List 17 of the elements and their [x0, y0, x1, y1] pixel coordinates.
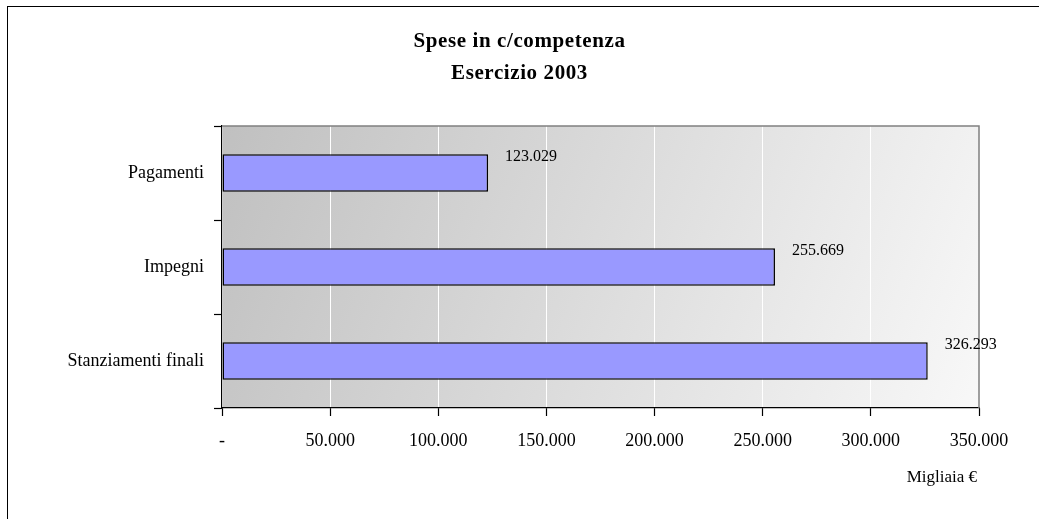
- y-tick-label: Impegni: [144, 255, 204, 276]
- y-tick-label: Stanziamenti finali: [67, 349, 204, 370]
- data-label: 123.029: [505, 147, 558, 165]
- x-tick-label: 300.000: [841, 429, 901, 450]
- x-tick-label: 100.000: [409, 429, 468, 450]
- x-tick-label: 150.000: [517, 429, 576, 450]
- chart-subtitle: Esercizio 2003: [450, 59, 589, 85]
- x-axis-title: Migliaia €: [906, 466, 977, 488]
- x-tick-label: 200.000: [625, 429, 684, 450]
- data-label: 326.293: [944, 335, 997, 353]
- data-label: 255.669: [791, 241, 844, 259]
- x-tick-label: 250.000: [733, 429, 792, 450]
- x-tick-label: -: [219, 429, 225, 450]
- chart-title: Spese in c/competenza: [412, 27, 627, 53]
- x-tick-label: 50.000: [305, 429, 355, 450]
- y-tick-label: Pagamenti: [128, 161, 204, 182]
- x-tick-label: 350.000: [949, 429, 1009, 450]
